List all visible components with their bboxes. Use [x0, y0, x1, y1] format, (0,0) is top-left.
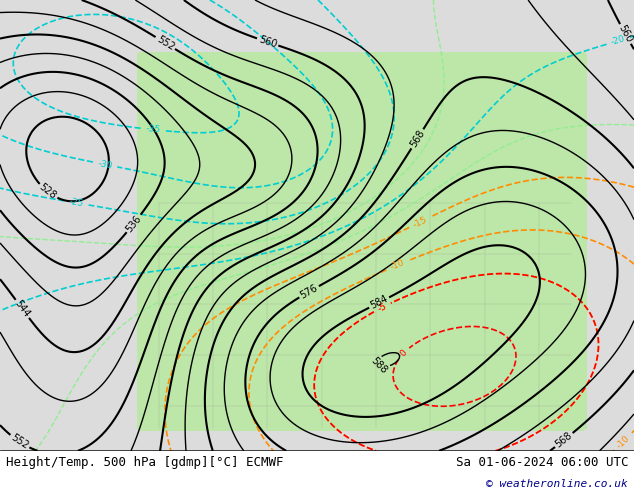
- Text: 568: 568: [553, 430, 574, 450]
- Text: -10: -10: [615, 433, 631, 450]
- Text: 560: 560: [257, 34, 278, 49]
- Text: -15: -15: [411, 215, 429, 229]
- Text: -5: -5: [376, 301, 389, 314]
- Text: -25: -25: [68, 197, 84, 209]
- Text: Height/Temp. 500 hPa [gdmp][°C] ECMWF: Height/Temp. 500 hPa [gdmp][°C] ECMWF: [6, 456, 284, 469]
- Text: 584: 584: [368, 294, 390, 311]
- Text: 588: 588: [369, 355, 389, 376]
- Text: 552: 552: [9, 432, 30, 451]
- Text: 528: 528: [37, 182, 58, 201]
- Text: 576: 576: [299, 283, 320, 301]
- Text: Sa 01-06-2024 06:00 UTC (12+66): Sa 01-06-2024 06:00 UTC (12+66): [456, 456, 634, 469]
- Text: 568: 568: [408, 128, 427, 149]
- Text: -20: -20: [610, 34, 626, 47]
- Text: -5: -5: [376, 301, 389, 314]
- Text: 0: 0: [398, 348, 409, 359]
- Text: 560: 560: [616, 24, 634, 45]
- Text: -35: -35: [145, 124, 161, 135]
- Text: © weatheronline.co.uk: © weatheronline.co.uk: [486, 479, 628, 489]
- Text: -30: -30: [97, 159, 113, 171]
- Text: 552: 552: [155, 34, 176, 52]
- Text: 544: 544: [13, 298, 32, 319]
- Text: 536: 536: [124, 213, 143, 234]
- Text: -10: -10: [389, 258, 406, 272]
